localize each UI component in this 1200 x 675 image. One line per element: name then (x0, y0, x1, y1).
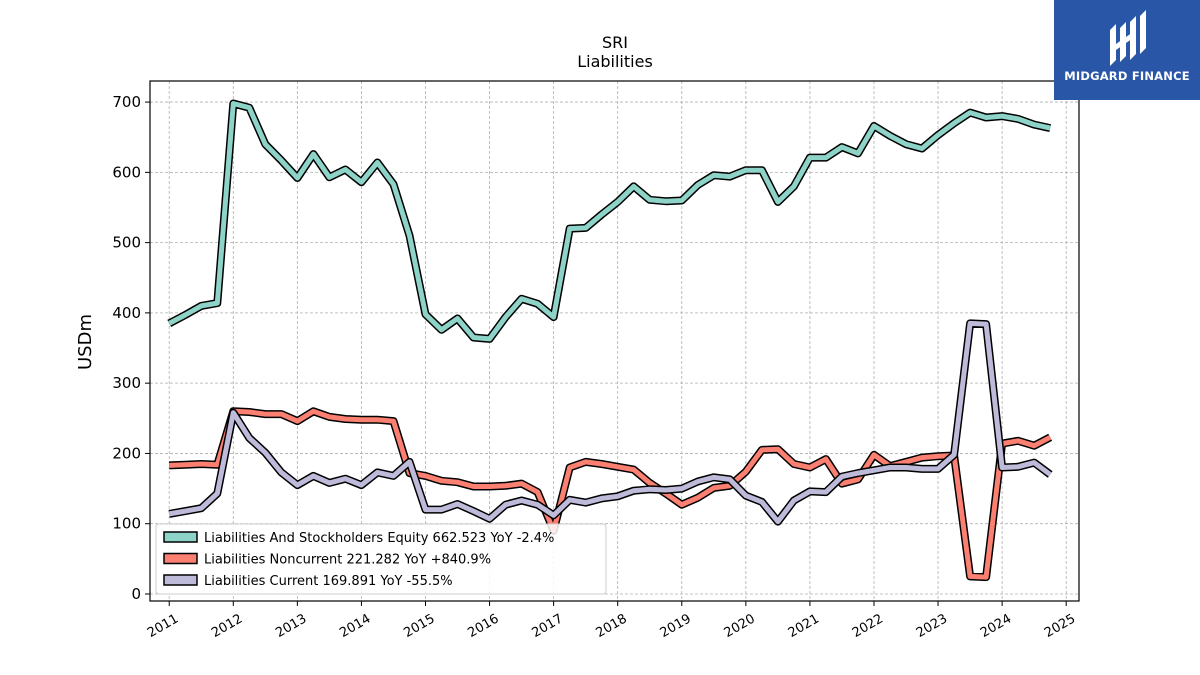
legend-swatch (163, 574, 198, 586)
legend-label: Liabilities Noncurrent 221.282 YoY +840.… (204, 553, 491, 568)
x-ticks: 2011 2012 2013 2014 2015 2016 2017 2018 2019 2020… (145, 601, 1078, 641)
grid (150, 81, 1079, 601)
x-tick-label: 2013 (273, 611, 309, 641)
series-line (168, 320, 1052, 525)
x-tick-label: 2022 (850, 611, 886, 641)
x-tick-label: 2021 (786, 611, 822, 641)
x-tick-label: 2020 (722, 611, 758, 641)
x-tick-label: 2017 (529, 611, 565, 641)
series-liabilities-noncurrent (169, 407, 1053, 582)
series-layer (167, 99, 1053, 582)
x-tick-label: 2015 (401, 611, 437, 641)
x-tick-label: 2018 (594, 611, 630, 641)
y-tick-label: 700 (112, 93, 141, 111)
y-tick-label: 200 (112, 444, 141, 462)
y-tick-label: 400 (112, 304, 141, 322)
legend-item: Liabilities Noncurrent 221.282 YoY +840.… (163, 552, 491, 568)
legend-swatch (163, 552, 198, 565)
y-tick-label: 300 (112, 374, 141, 392)
series-line (168, 101, 1051, 342)
chart-subtitle: Liabilities (577, 52, 653, 71)
y-tick-label: 0 (131, 585, 141, 603)
y-ticks: 0 100 200 300 400 500 600 700 (112, 93, 150, 603)
legend-swatch (163, 531, 198, 543)
x-tick-label: 2014 (337, 611, 373, 641)
series-liabilities-and-stockholders-equity (167, 99, 1052, 343)
series-line (169, 408, 1052, 580)
x-tick-label: 2011 (145, 611, 181, 641)
legend: Liabilities And Stockholders Equity 662.… (155, 523, 607, 595)
x-tick-label: 2016 (465, 611, 501, 641)
y-tick-label: 500 (112, 234, 141, 252)
chart-title: SRI (602, 33, 628, 52)
legend-box (155, 523, 607, 595)
legend-label: Liabilities And Stockholders Equity 662.… (204, 531, 554, 546)
legend-label: Liabilities Current 169.891 YoY -55.5% (204, 574, 453, 589)
brand-logo-icon (1110, 10, 1146, 66)
brand-logo: MIDGARD FINANCE (1054, 0, 1200, 100)
y-tick-label: 600 (112, 163, 141, 181)
x-tick-label: 2023 (914, 611, 950, 641)
x-tick-label: 2012 (209, 611, 245, 641)
brand-name: MIDGARD FINANCE (1064, 69, 1190, 83)
legend-item: Liabilities And Stockholders Equity 662.… (163, 531, 554, 546)
series-liabilities-current (168, 319, 1053, 526)
series-line-outline (167, 99, 1052, 343)
x-tick-label: 2025 (1042, 611, 1078, 641)
y-axis-label: USDm (75, 314, 96, 370)
x-tick-label: 2019 (658, 611, 694, 641)
x-tick-label: 2024 (978, 611, 1014, 641)
legend-item: Liabilities Current 169.891 YoY -55.5% (163, 574, 453, 589)
plot-frame (149, 80, 1080, 602)
y-tick-label: 100 (112, 515, 141, 533)
